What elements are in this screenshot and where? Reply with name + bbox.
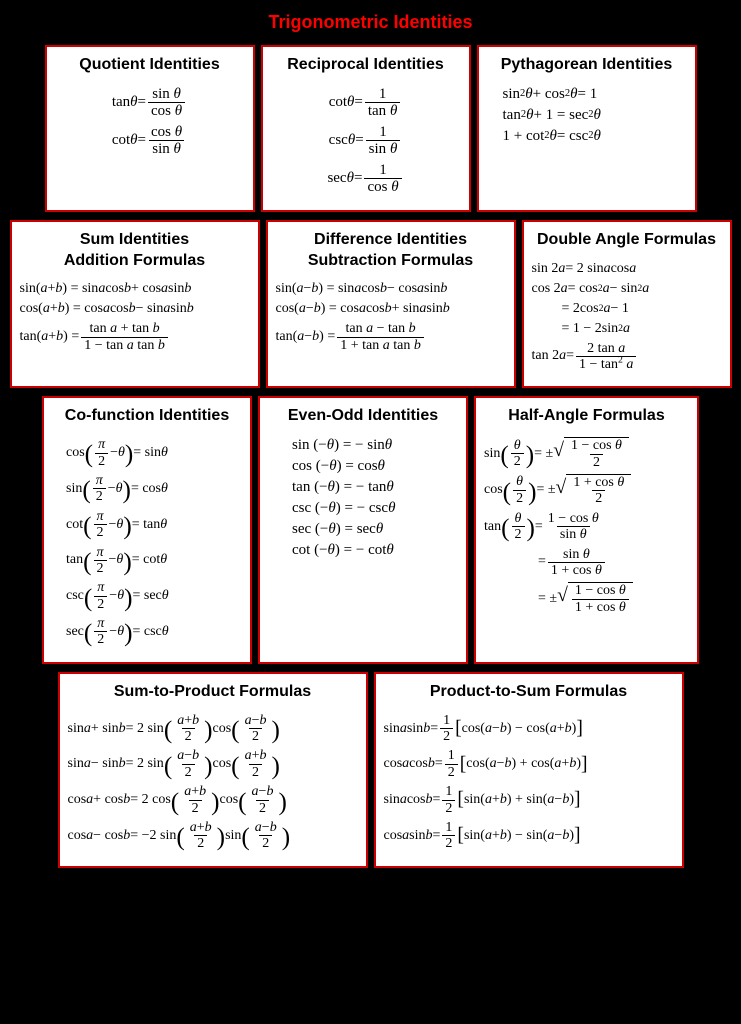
formula: tan (−θ) = − tan θ: [292, 479, 458, 496]
box-pythagorean: Pythagorean Identities sin2 θ + cos2 θ =…: [477, 45, 697, 212]
formula: sin a + sin b = 2 sin(a+b2)cos(a−b2): [68, 713, 358, 745]
box-even-odd: Even-Odd Identities sin (−θ) = − sin θ c…: [258, 396, 468, 663]
formula: sin2 θ + cos2 θ = 1: [503, 86, 687, 103]
formula: sin a sin b = 12[cos(a−b) − cos(a+b)]: [384, 713, 674, 745]
box-cofunction: Co-function Identities cos(π2 − θ) = sin…: [42, 396, 252, 663]
box-quotient: Quotient Identities tan θ = sin θcos θ c…: [45, 45, 255, 212]
formula: tan2 θ + 1 = sec2 θ: [503, 107, 687, 124]
box-pythagorean-title: Pythagorean Identities: [487, 55, 687, 76]
box-sum: Sum IdentitiesAddition Formulas sin(a+b)…: [10, 220, 260, 389]
formula: = ±√1 − cos θ1 + cos θ: [484, 582, 689, 615]
formula: cot (−θ) = − cot θ: [292, 542, 458, 559]
box-product-to-sum-title: Product-to-Sum Formulas: [384, 682, 674, 703]
box-sum-to-product-title: Sum-to-Product Formulas: [68, 682, 358, 703]
box-sum-to-product: Sum-to-Product Formulas sin a + sin b = …: [58, 672, 368, 868]
formula: cos a − cos b = −2 sin(a+b2)sin(a−b2): [68, 820, 358, 852]
formula: cos(a+b) = cos a cos b − sin a sin b: [20, 301, 250, 317]
formula: cos(π2 − θ) = sin θ: [66, 437, 242, 469]
box-half-angle: Half-Angle Formulas sin(θ2) = ±√1 − cos …: [474, 396, 699, 663]
formula: tan(π2 − θ) = cot θ: [66, 545, 242, 577]
row-4: Sum-to-Product Formulas sin a + sin b = …: [8, 672, 733, 868]
box-reciprocal-title: Reciprocal Identities: [271, 55, 461, 76]
box-double-angle: Double Angle Formulas sin 2a = 2 sin a c…: [522, 220, 732, 389]
formula: cos a + cos b = 2 cos(a+b2)cos(a−b2): [68, 784, 358, 816]
formula: cos 2a = cos2 a − sin2 a: [532, 281, 722, 297]
formula: csc θ = 1sin θ: [271, 124, 461, 158]
formula: cot θ = 1tan θ: [271, 86, 461, 120]
formula: cos(a−b) = cos a cos b + sin a sin b: [276, 301, 506, 317]
formula: tan(a+b) = tan a + tan b1 − tan a tan b: [20, 321, 250, 353]
row-2: Sum IdentitiesAddition Formulas sin(a+b)…: [8, 220, 733, 389]
formula: cos a cos b = 12[cos(a−b) + cos(a+b)]: [384, 748, 674, 780]
formula: tan θ = sin θcos θ: [55, 86, 245, 120]
box-sum-title: Sum IdentitiesAddition Formulas: [20, 230, 250, 272]
box-double-angle-title: Double Angle Formulas: [532, 230, 722, 251]
formula: cos (−θ) = cos θ: [292, 458, 458, 475]
formula: csc(π2 − θ) = sec θ: [66, 580, 242, 612]
formula: = sin θ1 + cos θ: [484, 547, 689, 579]
formula: sin(a+b) = sin a cos b + cos a sin b: [20, 281, 250, 297]
formula: csc (−θ) = − csc θ: [292, 500, 458, 517]
formula: cot(π2 − θ) = tan θ: [66, 509, 242, 541]
formula: sin 2a = 2 sin a cos a: [532, 261, 722, 277]
box-cofunction-title: Co-function Identities: [52, 406, 242, 427]
formula: sin(θ2) = ±√1 − cos θ2: [484, 437, 689, 470]
formula: cos a sin b = 12[sin(a+b) − sin(a−b)]: [384, 820, 674, 852]
box-half-angle-title: Half-Angle Formulas: [484, 406, 689, 427]
formula: tan 2a = 2 tan a1 − tan2 a: [532, 341, 722, 373]
formula: tan(a−b) = tan a − tan b1 + tan a tan b: [276, 321, 506, 353]
formula: cot θ = cos θsin θ: [55, 124, 245, 158]
formula: 1 + cot2 θ = csc2 θ: [503, 128, 687, 145]
formula: = 2cos2 a − 1: [532, 301, 722, 317]
formula: sin a cos b = 12[sin(a+b) + sin(a−b)]: [384, 784, 674, 816]
box-reciprocal: Reciprocal Identities cot θ = 1tan θ csc…: [261, 45, 471, 212]
box-quotient-title: Quotient Identities: [55, 55, 245, 76]
formula: cos(θ2) = ±√1 + cos θ2: [484, 474, 689, 507]
box-difference-title: Difference IdentitiesSubtraction Formula…: [276, 230, 506, 272]
formula: sec θ = 1cos θ: [271, 162, 461, 196]
row-3: Co-function Identities cos(π2 − θ) = sin…: [8, 396, 733, 663]
box-even-odd-title: Even-Odd Identities: [268, 406, 458, 427]
row-1: Quotient Identities tan θ = sin θcos θ c…: [8, 45, 733, 212]
formula: sin (−θ) = − sin θ: [292, 437, 458, 454]
box-product-to-sum: Product-to-Sum Formulas sin a sin b = 12…: [374, 672, 684, 868]
page-title: Trigonometric Identities: [8, 12, 733, 33]
formula: sec (−θ) = sec θ: [292, 521, 458, 538]
formula: tan(θ2) = 1 − cos θsin θ: [484, 511, 689, 543]
formula: sin a − sin b = 2 sin(a−b2)cos(a+b2): [68, 748, 358, 780]
formula: sec(π2 − θ) = csc θ: [66, 616, 242, 648]
formula: sin(a−b) = sin a cos b − cos a sin b: [276, 281, 506, 297]
box-difference: Difference IdentitiesSubtraction Formula…: [266, 220, 516, 389]
formula: sin(π2 − θ) = cos θ: [66, 473, 242, 505]
formula: = 1 − 2sin2 a: [532, 321, 722, 337]
